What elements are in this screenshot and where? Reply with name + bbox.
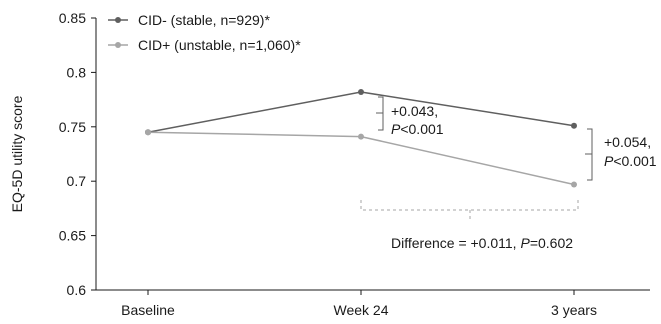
legend-label-cid-plus: CID+ (unstable, n=1,060)* — [138, 37, 301, 53]
legend-item-cid-minus: CID- (stable, n=929)* — [108, 12, 270, 28]
data-point-cid-minus — [571, 122, 577, 129]
data-point-cid-plus — [145, 129, 151, 136]
x-tick-label: Baseline — [121, 302, 175, 318]
x-tick-label: 3 years — [551, 302, 597, 318]
legend-item-cid-plus: CID+ (unstable, n=1,060)* — [108, 37, 301, 53]
year3-p-text: P<0.001 — [604, 153, 657, 169]
series-line-cid-plus — [147, 131, 575, 186]
x-ticks: Baseline Week 24 3 years — [121, 290, 597, 318]
y-tick-label: 0.75 — [59, 119, 86, 135]
difference-bracket — [360, 200, 579, 222]
data-point-cid-minus — [358, 88, 364, 95]
y-tick-label: 0.65 — [59, 228, 86, 244]
y-tick-label: 0.8 — [67, 64, 87, 80]
week24-bracket — [376, 96, 384, 131]
year3-bracket — [585, 128, 593, 181]
data-point-cid-plus — [358, 133, 364, 140]
data-point-cid-plus — [571, 181, 577, 188]
series-group — [145, 88, 577, 188]
legend: CID- (stable, n=929)* CID+ (unstable, n=… — [108, 12, 301, 53]
y-ticks: 0.6 0.65 0.7 0.75 0.8 0.85 — [59, 10, 96, 298]
y-tick-label: 0.85 — [59, 10, 86, 26]
y-tick-label: 0.6 — [67, 282, 87, 298]
legend-label-cid-minus: CID- (stable, n=929)* — [138, 12, 270, 28]
week24-diff-text: +0.043, — [391, 103, 438, 119]
y-axis-label: EQ-5D utility score — [9, 95, 25, 212]
y-tick-label: 0.7 — [67, 173, 87, 189]
legend-marker-cid-plus — [115, 42, 121, 48]
series-line-cid-minus — [147, 91, 575, 133]
year3-diff-text: +0.054, — [604, 134, 651, 150]
legend-marker-cid-minus — [115, 17, 121, 23]
week24-p-text: P<0.001 — [391, 121, 444, 137]
x-tick-label: Week 24 — [334, 302, 389, 318]
difference-text: Difference = +0.011, P=0.602 — [391, 235, 573, 251]
